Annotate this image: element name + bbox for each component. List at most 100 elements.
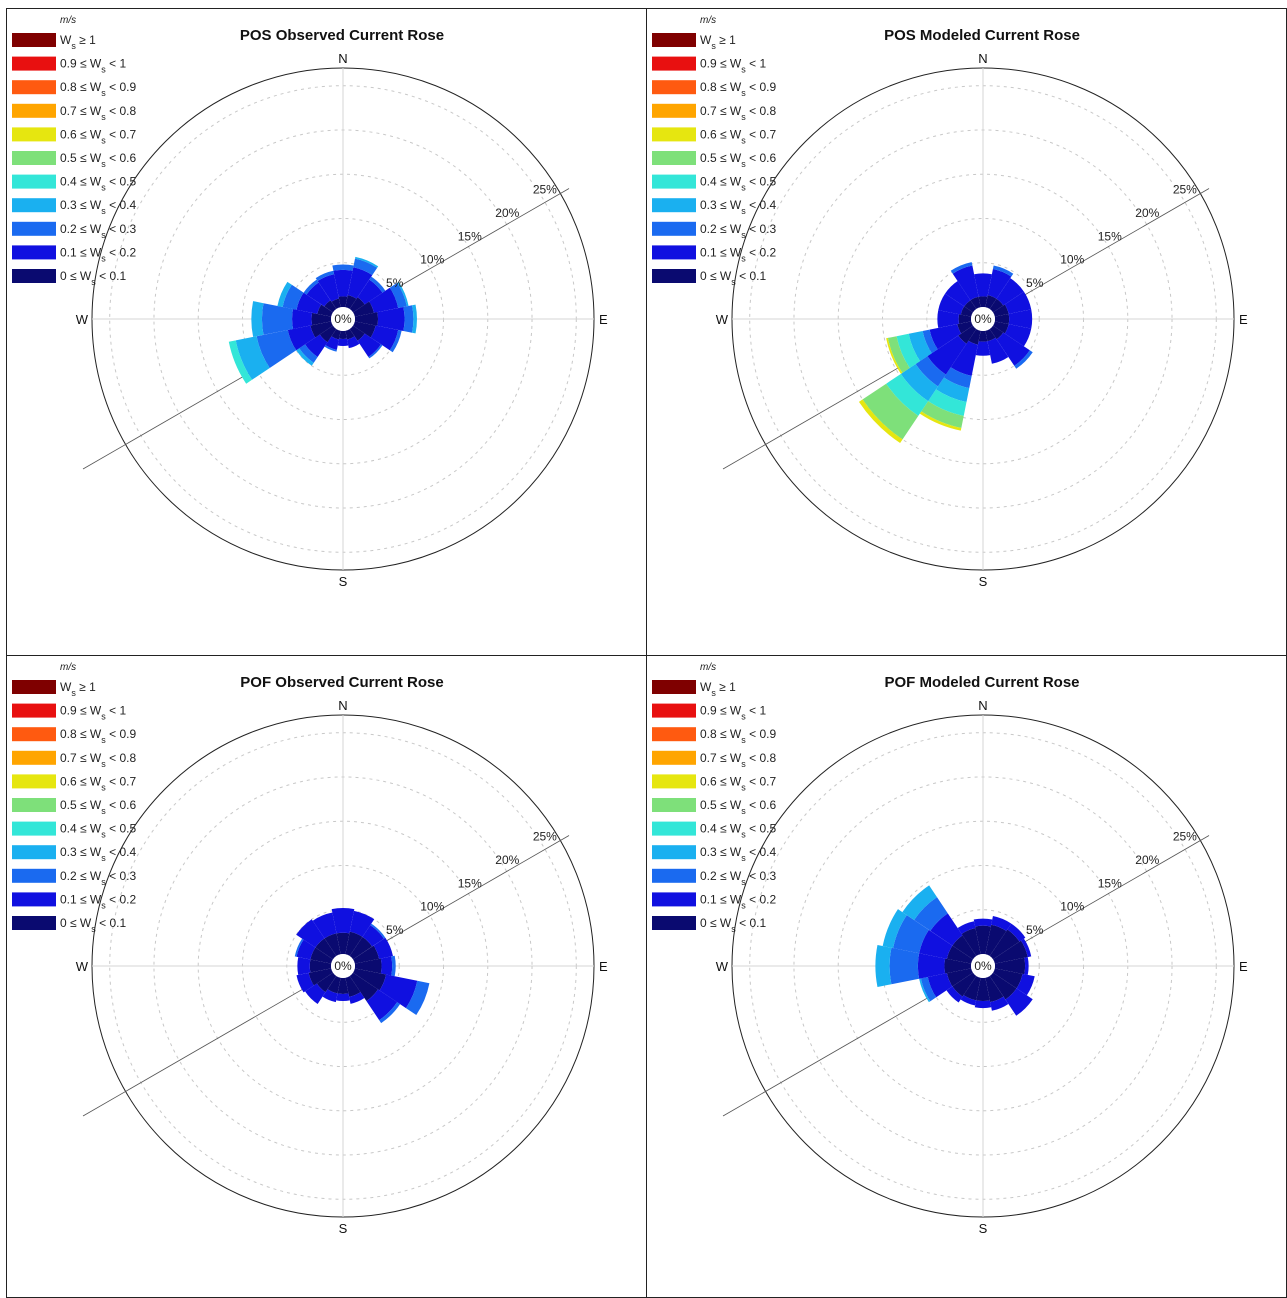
rose-segment: [930, 913, 963, 946]
legend-label: 0.8 ≤ Ws < 0.9: [60, 727, 136, 745]
legend-swatch: [12, 269, 56, 283]
rose-segment: [922, 329, 938, 354]
legend-label: Ws ≥ 1: [700, 680, 736, 698]
rose-segment: [958, 314, 972, 324]
rose-segment: [349, 972, 379, 1002]
legend-label: 0.3 ≤ Ws < 0.4: [60, 198, 136, 216]
rose-segment: [357, 279, 383, 305]
rose-segment: [1008, 309, 1033, 329]
radial-tick-label: 25%: [1173, 182, 1197, 196]
radial-tick-label: 10%: [420, 900, 444, 914]
center-disc: [331, 954, 355, 978]
rose-segment: [347, 336, 360, 349]
legend-swatch: [12, 103, 56, 118]
legend-swatch: [12, 221, 56, 236]
rose-segment: [1005, 988, 1033, 1016]
rose-segment: [958, 325, 977, 344]
rose-segment: [1016, 973, 1035, 996]
rose-segment: [352, 968, 387, 991]
legend-label: 0.6 ≤ Ws < 0.7: [700, 127, 776, 145]
legend-label: 0 ≤ Ws < 0.1: [60, 916, 126, 934]
legend-label: 0 ≤ Ws < 0.1: [700, 269, 766, 287]
rose-segment: [352, 301, 374, 317]
legend-swatch: [652, 127, 696, 142]
legend-label: 0.9 ≤ Ws < 1: [700, 704, 766, 722]
rose-segment: [306, 282, 331, 307]
direction-label-n: N: [338, 698, 347, 713]
rose-segment: [297, 957, 311, 975]
radial-tick-label: 25%: [533, 829, 557, 843]
legend: m/s Ws ≥ 1 0.9 ≤ Ws < 1 0.8 ≤ Ws < 0.9 0.7 ≤…: [12, 662, 136, 934]
rose-segment: [963, 975, 981, 1001]
rose-segment: [978, 330, 988, 342]
rose-segment: [974, 1000, 992, 1009]
legend-label: 0.6 ≤ Ws < 0.7: [60, 774, 136, 792]
legend-swatch: [12, 56, 56, 71]
legend-label: 0.5 ≤ Ws < 0.6: [60, 151, 136, 169]
rose-segment: [992, 321, 1009, 334]
rose-segment: [957, 921, 976, 934]
rose-segment: [989, 325, 1004, 340]
legend: m/s Ws ≥ 1 0.9 ≤ Ws < 1 0.8 ≤ Ws < 0.9 0.7 ≤…: [12, 15, 136, 287]
legend-label: 0.8 ≤ Ws < 0.9: [700, 80, 776, 98]
legend-swatch: [652, 221, 696, 236]
rose-segment: [902, 885, 937, 920]
legend-label: 0.5 ≤ Ws < 0.6: [60, 798, 136, 816]
rose-segment: [960, 995, 977, 1006]
legend-label: 0.2 ≤ Ws < 0.3: [700, 869, 776, 887]
legend-label: 0.9 ≤ Ws < 1: [60, 704, 126, 722]
rose-segment: [377, 306, 405, 332]
legend-label: 0.8 ≤ Ws < 0.9: [60, 80, 136, 98]
legend-label: 0.8 ≤ Ws < 0.9: [700, 727, 776, 745]
radial-tick-label: 20%: [495, 853, 519, 867]
rose-segment: [327, 975, 341, 994]
rose-segment: [858, 399, 903, 444]
rose-segment: [349, 325, 365, 341]
rose-segment: [331, 298, 341, 310]
rose-segment: [366, 989, 398, 1021]
rose-segment: [943, 367, 972, 389]
rose-segment: [921, 401, 964, 429]
rose-segment: [331, 328, 341, 340]
legend-swatch: [12, 680, 56, 694]
rose-segment: [937, 310, 960, 328]
center-disc: [331, 307, 355, 331]
rose-segment: [353, 258, 378, 276]
legend-label: Ws ≥ 1: [60, 680, 96, 698]
rose-segment: [308, 968, 334, 986]
rose-segment: [985, 975, 1004, 1003]
legend-label: 0.9 ≤ Ws < 1: [700, 57, 766, 75]
windrose-panel-2: 0% 5% 10% 15% 20% 25% N S E W POS Modeled Current …: [646, 8, 1287, 656]
rose-segment: [331, 907, 355, 934]
rose-segment: [310, 321, 334, 338]
radial-tick-label: 20%: [495, 206, 519, 220]
legend-label: 0.1 ≤ Ws < 0.2: [700, 892, 776, 910]
center-disc: [971, 954, 995, 978]
direction-label-s: S: [979, 1221, 988, 1236]
radial-tick-label: 10%: [420, 253, 444, 267]
rose-segment: [996, 278, 1024, 306]
chart-title: POF Modeled Current Rose: [884, 674, 1079, 691]
rose-segment: [324, 933, 341, 957]
rose-segment: [332, 264, 354, 271]
rose-segment: [919, 978, 931, 1003]
rose-segment: [973, 918, 993, 927]
rose-segment: [380, 956, 393, 976]
legend-swatch: [652, 245, 696, 260]
windrose-chart: 0% 5% 10% 15% 20% 25% N S E W POF Modeled Current …: [652, 662, 1248, 1236]
rose-segment: [345, 975, 361, 997]
rose-segment: [362, 925, 384, 947]
windrose-chart: 0% 5% 10% 15% 20% 25% N S E W POF Observed Current…: [12, 662, 608, 1236]
rose-segment: [368, 344, 383, 359]
direction-label-w: W: [716, 312, 729, 327]
rose-segment: [294, 938, 304, 957]
radial-tick-label: 20%: [1135, 206, 1159, 220]
windrose-panel-4: 0% 5% 10% 15% 20% 25% N S E W POF Modeled Current …: [646, 655, 1287, 1298]
windrose-panel-3: 0% 5% 10% 15% 20% 25% N S E W POF Observed Current…: [6, 655, 647, 1298]
legend-label: 0.2 ≤ Ws < 0.3: [60, 222, 136, 240]
rose-segment: [305, 983, 326, 1004]
rose-segment: [950, 262, 973, 274]
direction-label-s: S: [339, 574, 348, 589]
rose-segment: [389, 329, 402, 353]
windrose-chart: 0% 5% 10% 15% 20% 25% N S E W POS Observed Current…: [12, 15, 608, 589]
